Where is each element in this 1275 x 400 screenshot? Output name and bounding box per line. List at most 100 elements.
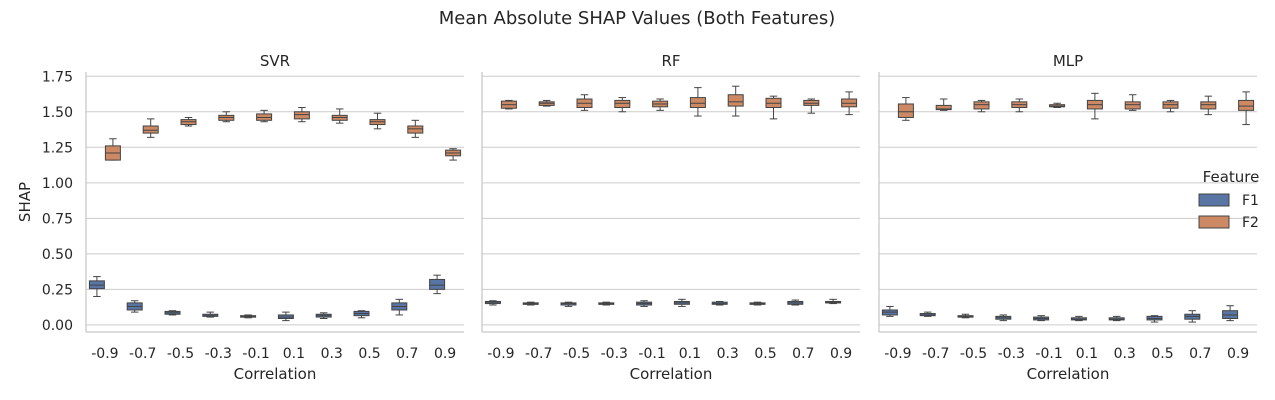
x-tick-label: 0.5 (358, 346, 380, 362)
box-f1 (1033, 315, 1050, 322)
box-f2 (369, 112, 386, 130)
box-f2 (803, 98, 820, 114)
box-f1 (429, 274, 446, 295)
y-axis-label: SHAP (16, 182, 34, 222)
x-tick-label: -0.9 (487, 346, 514, 362)
box-f2 (538, 99, 555, 107)
panel-title: MLP (1053, 52, 1083, 70)
panel-rf: RF -0.9 -0.7 -0.5 -0.3 -0.1 0.1 0.3 0.5 0.7 0.9 Cor… (481, 52, 860, 383)
box-f1 (787, 299, 804, 306)
box-f1 (277, 311, 294, 322)
y-tick-label: 1.75 (42, 69, 73, 85)
x-tick-label: 0.7 (792, 346, 814, 362)
legend-title: Feature (1203, 168, 1260, 186)
box-f1 (636, 300, 653, 307)
box-f1 (202, 311, 219, 318)
x-tick-label: -0.7 (525, 346, 552, 362)
box-f1 (391, 298, 408, 316)
box-f1 (957, 313, 974, 319)
x-tick-label: -0.1 (638, 346, 665, 362)
box-f2 (180, 116, 197, 127)
box-f2 (841, 91, 858, 116)
x-tick-label: -0.3 (601, 346, 628, 362)
box-f1 (995, 314, 1012, 322)
panels: 0.000.250.500.751.001.251.501.75SVR-0.9-… (16, 52, 1257, 383)
box-f2 (614, 97, 631, 113)
box-f2 (727, 85, 744, 117)
box-f1 (522, 301, 539, 306)
x-tick-label: -0.5 (563, 346, 590, 362)
x-tick-label: -0.7 (129, 346, 156, 362)
box-body (1200, 101, 1217, 110)
legend-label: F1 (1242, 193, 1259, 209)
y-tick-label: 0.50 (42, 247, 73, 263)
box-f2 (218, 111, 235, 123)
box-f1 (711, 300, 728, 306)
box-f2 (104, 138, 121, 161)
box-f2 (1162, 99, 1179, 113)
box-body (293, 111, 310, 120)
box-f1 (1222, 305, 1239, 322)
box-f2 (897, 97, 914, 121)
y-tick-label: 0.25 (42, 282, 73, 298)
box-body (897, 103, 914, 118)
box-f2 (765, 95, 782, 120)
box-f1 (484, 300, 501, 306)
legend: Feature F1 F2 (1198, 168, 1260, 231)
x-tick-label: 0.9 (830, 346, 852, 362)
x-tick-label: -0.3 (205, 346, 232, 362)
x-tick-label: -0.5 (960, 346, 987, 362)
panel-title: RF (661, 52, 680, 70)
box-f2 (689, 87, 706, 117)
x-tick-label: 0.1 (679, 346, 701, 362)
box-body (935, 104, 952, 111)
box-f2 (935, 98, 952, 111)
box-f2 (331, 108, 348, 124)
box-f1 (825, 298, 842, 305)
box-f2 (576, 94, 593, 111)
box-body (407, 125, 424, 134)
x-tick-label: -0.3 (998, 346, 1025, 362)
box-f1 (1146, 315, 1163, 323)
box-f1 (1070, 315, 1087, 322)
x-tick-label: -0.7 (922, 346, 949, 362)
box-f2 (293, 107, 310, 123)
y-tick-label: 1.25 (42, 140, 73, 156)
box-f1 (673, 298, 690, 307)
box-f1 (598, 301, 615, 306)
legend-swatch-f1 (1198, 193, 1230, 207)
box-f1 (126, 300, 143, 313)
x-tick-label: 0.5 (754, 346, 776, 362)
y-tick-label: 1.00 (42, 176, 73, 192)
box-f2 (652, 98, 669, 111)
x-tick-label: -0.1 (1035, 346, 1062, 362)
x-tick-label: 0.3 (717, 346, 739, 362)
x-axis-label: Correlation (234, 365, 317, 383)
x-tick-label: 0.7 (396, 346, 418, 362)
box-f2 (1011, 98, 1028, 113)
box-f2 (973, 99, 990, 113)
figure-title: Mean Absolute SHAP Values (Both Features… (439, 8, 836, 29)
legend-label: F2 (1242, 215, 1259, 231)
x-tick-label: -0.9 (884, 346, 911, 362)
box-f1 (560, 301, 577, 307)
box-f1 (164, 310, 181, 316)
box-f1 (315, 312, 332, 320)
legend-swatch-f2 (1198, 215, 1230, 229)
box-f1 (1184, 310, 1201, 323)
panel-title: SVR (260, 52, 290, 70)
box-body (1124, 101, 1141, 110)
box-f2 (407, 119, 424, 138)
x-axis-label: Correlation (630, 365, 713, 383)
box-f2 (256, 109, 273, 123)
box-f1 (353, 310, 370, 319)
box-f1 (88, 276, 105, 297)
y-tick-label: 1.50 (42, 105, 73, 121)
box-f1 (919, 311, 936, 317)
box-f1 (881, 305, 898, 317)
x-tick-label: -0.5 (167, 346, 194, 362)
box-f2 (1124, 94, 1141, 111)
box-f2 (1200, 95, 1217, 116)
x-tick-label: 0.9 (1227, 346, 1249, 362)
box-f2 (500, 99, 517, 110)
